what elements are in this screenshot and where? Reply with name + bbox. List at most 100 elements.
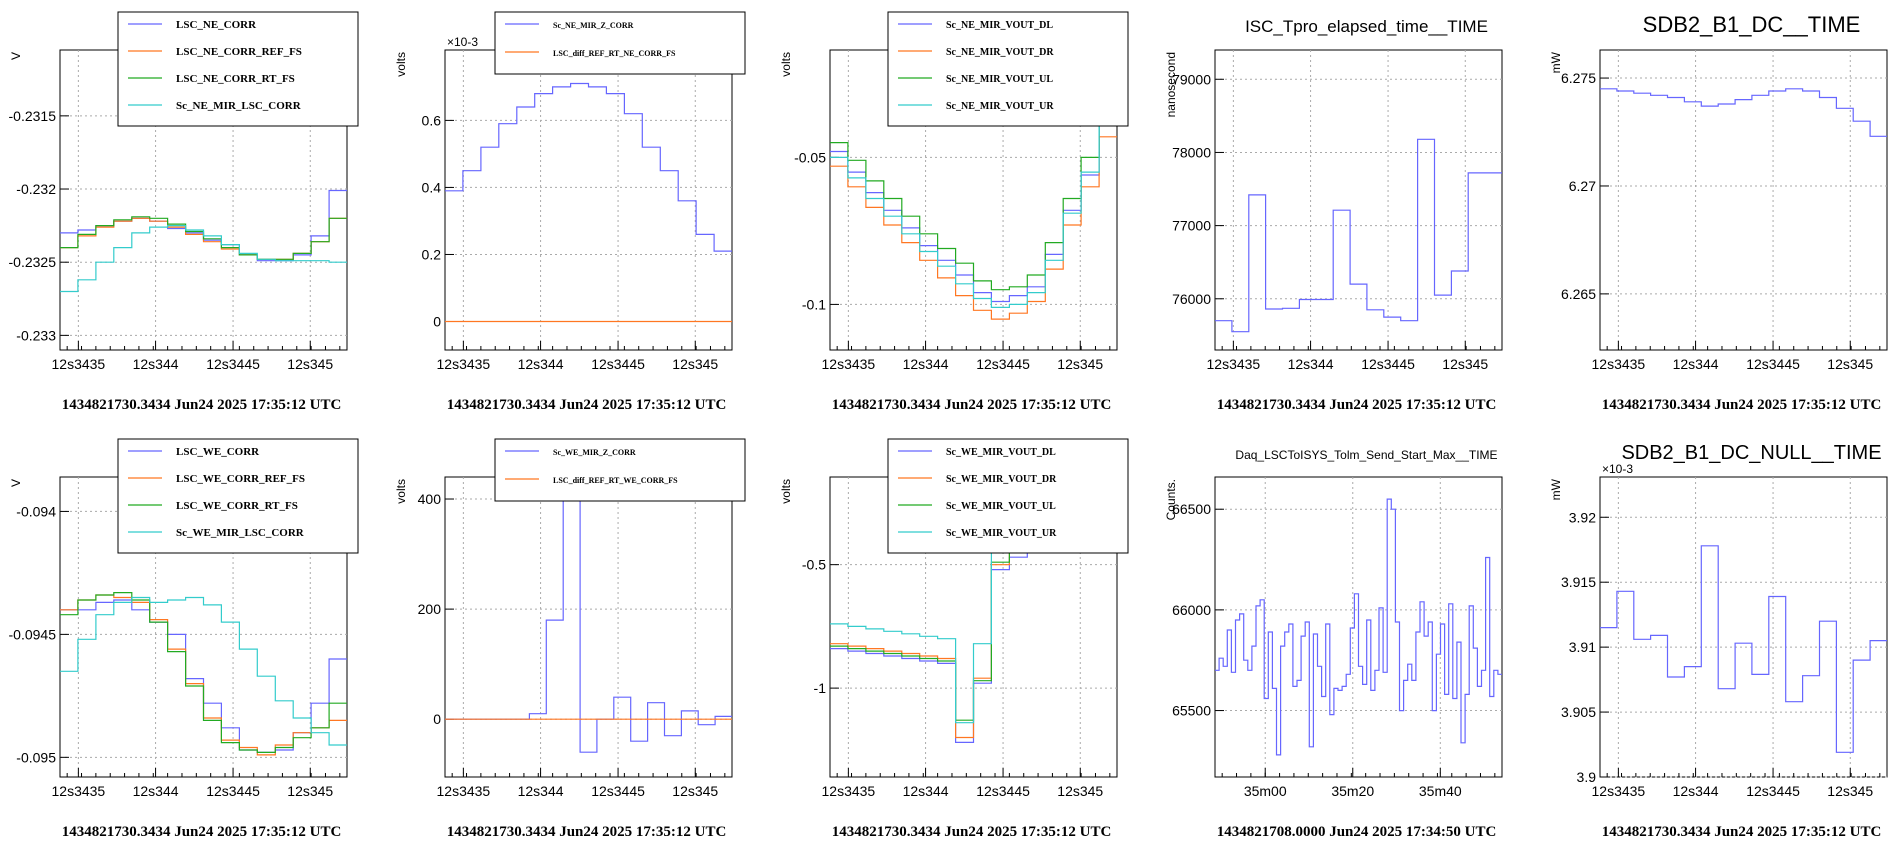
y-tick-label: 3.9 — [1577, 769, 1597, 785]
x-tick-label: 12s3435 — [52, 783, 106, 799]
y-tick-label: 79000 — [1172, 71, 1211, 87]
x-tick-label: 12s344 — [1673, 356, 1719, 372]
chart-title: Daq_LSCToISYS_Tolm_Send_Start_Max__TIME — [1235, 448, 1497, 462]
legend-entry-label: Sc_WE_MIR_VOUT_DR — [946, 474, 1057, 485]
x-tick-label: 12s344 — [518, 783, 564, 799]
legend-entry-label: Sc_NE_MIR_VOUT_DR — [946, 47, 1054, 58]
y-tick-label: 200 — [418, 601, 442, 617]
plot-frame — [444, 476, 733, 778]
legend-entry-label: Sc_NE_MIR_LSC_CORR — [176, 100, 302, 112]
x-tick-label: 12s345 — [1827, 356, 1873, 372]
x-tick-label: 12s3445 — [206, 356, 260, 372]
x-tick-label: 12s345 — [287, 356, 333, 372]
legend-box — [887, 11, 1129, 127]
y-axis-label: nanosecond — [1164, 52, 1178, 117]
series-line-3 — [830, 97, 1117, 291]
x-tick-label: 12s345 — [1057, 356, 1103, 372]
x-tick-label: 12s344 — [903, 356, 949, 372]
timestamp-footer: 1434821730.3434 Jun24 2025 17:35:12 UTC — [62, 397, 342, 413]
x-tick-label: 12s344 — [1288, 356, 1334, 372]
y-tick-label: 0 — [433, 314, 441, 330]
chart-svg-4: 12s3435 12s344 12s3445 12s345 76000 77000 7800… — [1164, 17, 1503, 413]
series-line-3 — [60, 216, 347, 260]
y-tick-label: -0.095 — [16, 749, 56, 765]
legend-box — [887, 438, 1129, 554]
plot-frame — [1214, 476, 1503, 778]
x-tick-label: 12s3445 — [1746, 356, 1800, 372]
series-line-1 — [1600, 88, 1887, 137]
legend-box — [117, 438, 359, 554]
y-tick-label: 3.905 — [1561, 704, 1596, 720]
series-line-1 — [1600, 545, 1887, 753]
series-line-2 — [60, 594, 347, 756]
plot-frame — [444, 49, 733, 351]
chart-svg-3: 12s3435 12s344 12s3445 12s345 -0.05 -0.1 volts… — [779, 11, 1129, 413]
y-tick-label: -0.05 — [794, 149, 826, 165]
x-tick-label: 12s3445 — [1361, 356, 1415, 372]
y-tick-label: -0.5 — [802, 557, 826, 573]
y-tick-label: -0.1 — [802, 296, 826, 312]
y-tick-label: 6.265 — [1561, 286, 1596, 302]
y-exponent-label: ×10-3 — [1602, 462, 1633, 476]
legend-box — [494, 438, 746, 502]
y-tick-label: -0.094 — [16, 503, 56, 519]
timestamp-footer: 1434821730.3434 Jun24 2025 17:35:12 UTC — [832, 824, 1112, 840]
y-tick-label: 76000 — [1172, 291, 1211, 307]
chart-panel-6: 12s3435 12s344 12s3445 12s345 -0.094 -0.0945 -… — [0, 427, 385, 854]
y-tick-label: 6.275 — [1561, 70, 1596, 86]
series-line-1 — [445, 498, 732, 753]
timestamp-footer: 1434821708.0000 Jun24 2025 17:34:50 UTC — [1217, 824, 1497, 840]
x-tick-label: 12s344 — [518, 356, 564, 372]
y-tick-label: -0.233 — [16, 327, 56, 343]
y-axis-label: V — [9, 479, 23, 487]
y-axis-label: Counts. — [1164, 479, 1178, 520]
x-tick-label: 12s3435 — [437, 783, 491, 799]
x-tick-label: 12s3435 — [52, 356, 106, 372]
chart-svg-2: 12s3435 12s344 12s3445 12s345 0 0.2 0.4 0.6 volt… — [394, 11, 746, 413]
x-tick-label: 12s3435 — [1592, 356, 1646, 372]
y-tick-label: 65500 — [1172, 703, 1211, 719]
timestamp-footer: 1434821730.3434 Jun24 2025 17:35:12 UTC — [447, 397, 727, 413]
y-tick-label: 66000 — [1172, 602, 1211, 618]
timestamp-footer: 1434821730.3434 Jun24 2025 17:35:12 UTC — [447, 824, 727, 840]
timestamp-footer: 1434821730.3434 Jun24 2025 17:35:12 UTC — [832, 397, 1112, 413]
y-tick-label: -0.2325 — [9, 254, 57, 270]
chart-panel-4: 12s3435 12s344 12s3445 12s345 76000 77000 7800… — [1155, 0, 1540, 427]
legend-entry-label: LSC_WE_CORR — [176, 446, 260, 458]
x-tick-label: 12s345 — [1827, 783, 1873, 799]
x-tick-label: 12s345 — [1057, 783, 1103, 799]
y-tick-label: 3.915 — [1561, 574, 1596, 590]
x-tick-label: 12s3445 — [591, 783, 645, 799]
chart-svg-7: 12s3435 12s344 12s3445 12s345 0 200 400 volts Sc… — [394, 438, 746, 840]
timestamp-footer: 1434821730.3434 Jun24 2025 17:35:12 UTC — [62, 824, 342, 840]
y-tick-label: 3.91 — [1569, 639, 1596, 655]
y-tick-label: 78000 — [1172, 144, 1211, 160]
y-axis-label: V — [9, 52, 23, 60]
series-line-1 — [1215, 138, 1502, 333]
y-tick-label: 400 — [418, 491, 442, 507]
x-tick-label: 12s3445 — [206, 783, 260, 799]
y-tick-label: 77000 — [1172, 218, 1211, 234]
y-tick-label: 0.2 — [422, 246, 442, 262]
y-tick-label: 6.27 — [1569, 178, 1596, 194]
legend-entry-label: LSC_WE_CORR_RT_FS — [176, 500, 298, 512]
chart-svg-10: 12s3435 12s344 12s3445 12s345 3.9 3.905 3.91 3.… — [1549, 442, 1888, 840]
legend-entry-label: Sc_NE_MIR_Z_CORR — [553, 21, 634, 30]
series-line-1 — [1215, 498, 1502, 756]
y-tick-label: 3.92 — [1569, 509, 1596, 525]
legend-entry-label: LSC_NE_CORR — [176, 19, 257, 31]
timestamp-footer: 1434821730.3434 Jun24 2025 17:35:12 UTC — [1602, 824, 1882, 840]
legend-entry-label: LSC_NE_CORR_REF_FS — [176, 46, 302, 58]
y-axis-label: mW — [1549, 478, 1563, 500]
legend-entry-label: LSC_diff_REF_RT_NE_CORR_FS — [553, 49, 676, 58]
x-tick-label: 12s3445 — [1746, 783, 1800, 799]
plot-frame — [1599, 476, 1888, 778]
legend-entry-label: Sc_NE_MIR_VOUT_UL — [946, 74, 1053, 85]
x-tick-label: 12s345 — [1442, 356, 1488, 372]
x-tick-label: 12s3445 — [976, 356, 1030, 372]
x-tick-label: 12s345 — [672, 783, 718, 799]
chart-title: ISC_Tpro_elapsed_time__TIME — [1245, 17, 1488, 36]
chart-panel-2: 12s3435 12s344 12s3445 12s345 0 0.2 0.4 0.6 volt… — [385, 0, 770, 427]
y-axis-label: volts — [394, 52, 408, 77]
